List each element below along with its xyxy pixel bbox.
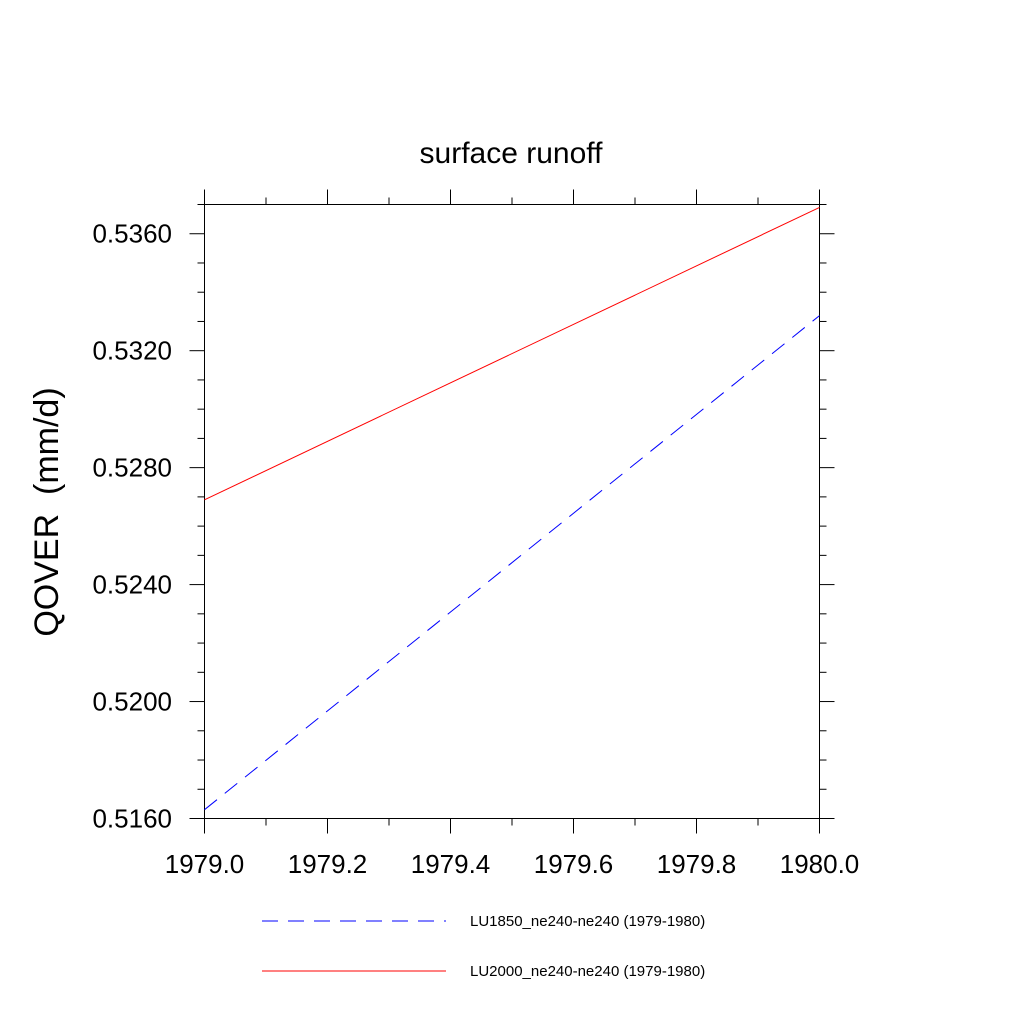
y-axis-label: QOVER (mm/d): [28, 387, 66, 636]
y-tick-label: 0.5360: [92, 219, 172, 249]
x-tick-label: 1979.8: [657, 849, 737, 879]
plot-frame: [204, 204, 820, 819]
axis-ticks: [189, 189, 835, 834]
x-tick-label: 1979.4: [411, 849, 491, 879]
legend: LU1850_ne240-ne240 (1979-1980) LU2000_ne2…: [262, 913, 705, 980]
y-tick-label: 0.5160: [92, 804, 172, 834]
chart-title: surface runoff: [420, 137, 604, 170]
x-tick-label: 1979.0: [165, 849, 245, 879]
y-tick-label: 0.5240: [92, 570, 172, 600]
y-tick-label: 0.5280: [92, 453, 172, 483]
y-tick-label: 0.5200: [92, 687, 172, 717]
x-tick-label: 1979.2: [288, 849, 368, 879]
axis-tick-labels: 1979.0 1979.2 1979.4 1979.6 1979.8 1980.0 0.51…: [92, 219, 859, 879]
series-line-2: [204, 206, 820, 501]
x-tick-label: 1979.6: [534, 849, 614, 879]
x-tick-label: 1980.0: [780, 849, 860, 879]
legend-label-1: LU1850_ne240-ne240 (1979-1980): [470, 913, 705, 930]
series-group: [204, 206, 820, 811]
series-line-1: [204, 315, 820, 811]
y-tick-label: 0.5320: [92, 336, 172, 366]
legend-label-2: LU2000_ne240-ne240 (1979-1980): [470, 963, 705, 980]
